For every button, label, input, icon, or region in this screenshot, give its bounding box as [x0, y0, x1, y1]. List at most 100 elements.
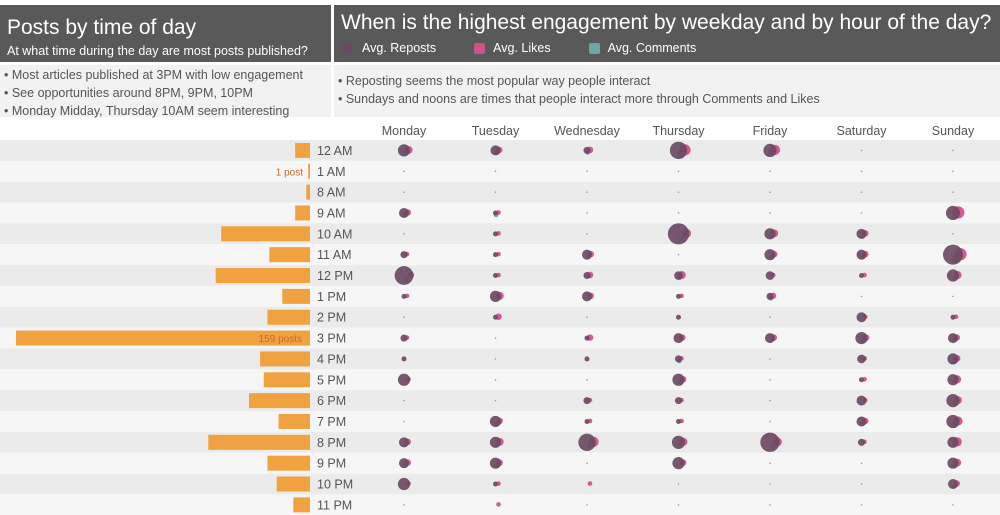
bar	[267, 309, 310, 325]
bubble-reposts	[672, 373, 685, 386]
empty-dot	[769, 378, 771, 381]
bubble-reposts	[763, 143, 777, 158]
empty-dot	[860, 149, 863, 152]
column-header: Sunday	[932, 124, 975, 138]
empty-dot	[769, 399, 771, 402]
hour-label: 2 PM	[317, 311, 346, 325]
hour-label: 10 PM	[317, 478, 353, 492]
bubble-reposts	[857, 354, 866, 364]
bubble-reposts	[855, 331, 868, 345]
legend-label-comments: Avg. Comments	[607, 41, 697, 55]
bar	[308, 163, 310, 179]
bubble-reposts	[948, 479, 958, 490]
empty-dot	[860, 212, 863, 214]
bubble-reposts	[493, 210, 498, 216]
bar-data-label: 1 post	[276, 167, 303, 178]
column-header: Saturday	[836, 124, 887, 138]
hour-label: 10 AM	[317, 227, 352, 241]
bubble-reposts	[676, 293, 681, 299]
bubble-likes	[496, 502, 501, 507]
bubble-reposts	[946, 394, 960, 408]
left-title-panel: Posts by time of day At what time during…	[0, 5, 331, 62]
empty-dot	[769, 504, 771, 506]
bubble-reposts	[397, 477, 411, 491]
empty-dot	[494, 378, 497, 381]
empty-dot	[769, 483, 771, 485]
empty-dot	[952, 504, 954, 506]
bubble-reposts	[945, 205, 961, 221]
left-chart-title: Posts by time of day	[7, 16, 197, 39]
bubble-reposts	[947, 457, 959, 469]
right-notes-panel: • Reposting seems the most popular way p…	[334, 65, 1000, 117]
bubble-reposts	[674, 271, 683, 280]
empty-dot	[769, 316, 771, 319]
empty-dot	[677, 483, 680, 485]
bar	[16, 330, 310, 346]
empty-dot	[769, 191, 771, 193]
bubble-reposts	[584, 335, 590, 341]
bubble-reposts	[667, 223, 690, 245]
bubble-reposts	[857, 438, 866, 446]
bar	[282, 288, 310, 304]
row-band	[0, 160, 1000, 182]
empty-dot	[769, 358, 771, 360]
column-header: Monday	[382, 124, 427, 138]
hour-label: 9 PM	[317, 457, 346, 471]
bubble-reposts	[946, 269, 960, 282]
bubble-reposts	[676, 418, 681, 424]
legend-swatch-likes	[474, 42, 486, 54]
empty-dot	[403, 420, 405, 423]
empty-dot	[403, 504, 405, 506]
legend-item-reposts[interactable]: Avg. Reposts	[341, 41, 436, 55]
hour-label: 5 PM	[317, 373, 346, 387]
bubble-reposts	[765, 333, 775, 344]
hour-label: 11 AM	[317, 248, 352, 262]
hour-label: 9 AM	[317, 206, 346, 220]
bar	[269, 247, 310, 263]
bar	[260, 351, 310, 367]
empty-dot	[860, 170, 863, 173]
bubble-reposts	[856, 312, 867, 323]
empty-dot	[677, 253, 680, 256]
right-title-panel: When is the highest engagement by weekda…	[334, 5, 1000, 62]
bubble-likes	[587, 481, 593, 486]
bubble-reposts	[674, 397, 683, 405]
bar	[295, 142, 310, 158]
empty-dot	[403, 233, 405, 235]
empty-dot	[403, 170, 405, 173]
bubble-reposts	[582, 249, 592, 260]
hour-label: 1 AM	[317, 165, 346, 179]
bubble-reposts	[669, 141, 688, 160]
bar	[306, 184, 310, 200]
bar	[248, 393, 310, 409]
bar	[276, 476, 310, 492]
empty-dot	[494, 170, 497, 173]
bar	[267, 455, 310, 471]
legend-item-likes[interactable]: Avg. Likes	[474, 41, 551, 55]
bubble-reposts	[493, 231, 498, 237]
hour-label: 11 PM	[317, 498, 352, 512]
bubble-reposts	[950, 314, 956, 320]
bubble-reposts	[584, 418, 590, 424]
hour-label: 4 PM	[317, 352, 346, 366]
empty-dot	[952, 170, 954, 173]
empty-dot	[677, 191, 680, 193]
bubble-reposts	[583, 146, 591, 154]
empty-dot	[952, 149, 954, 152]
empty-dot	[403, 399, 405, 402]
empty-dot	[769, 420, 771, 423]
bubble-reposts	[943, 244, 963, 265]
bubble-reposts	[947, 374, 959, 386]
bar	[278, 413, 310, 429]
empty-dot	[403, 191, 405, 193]
hour-label: 12 PM	[317, 269, 353, 283]
empty-dot	[769, 212, 771, 214]
empty-dot	[860, 462, 863, 464]
bubble-reposts	[399, 437, 409, 448]
bubble-reposts	[397, 144, 411, 157]
legend-label-likes: Avg. Likes	[493, 41, 551, 55]
legend-item-comments[interactable]: Avg. Comments	[588, 41, 697, 55]
empty-dot	[586, 504, 588, 506]
bubble-reposts	[764, 228, 776, 240]
